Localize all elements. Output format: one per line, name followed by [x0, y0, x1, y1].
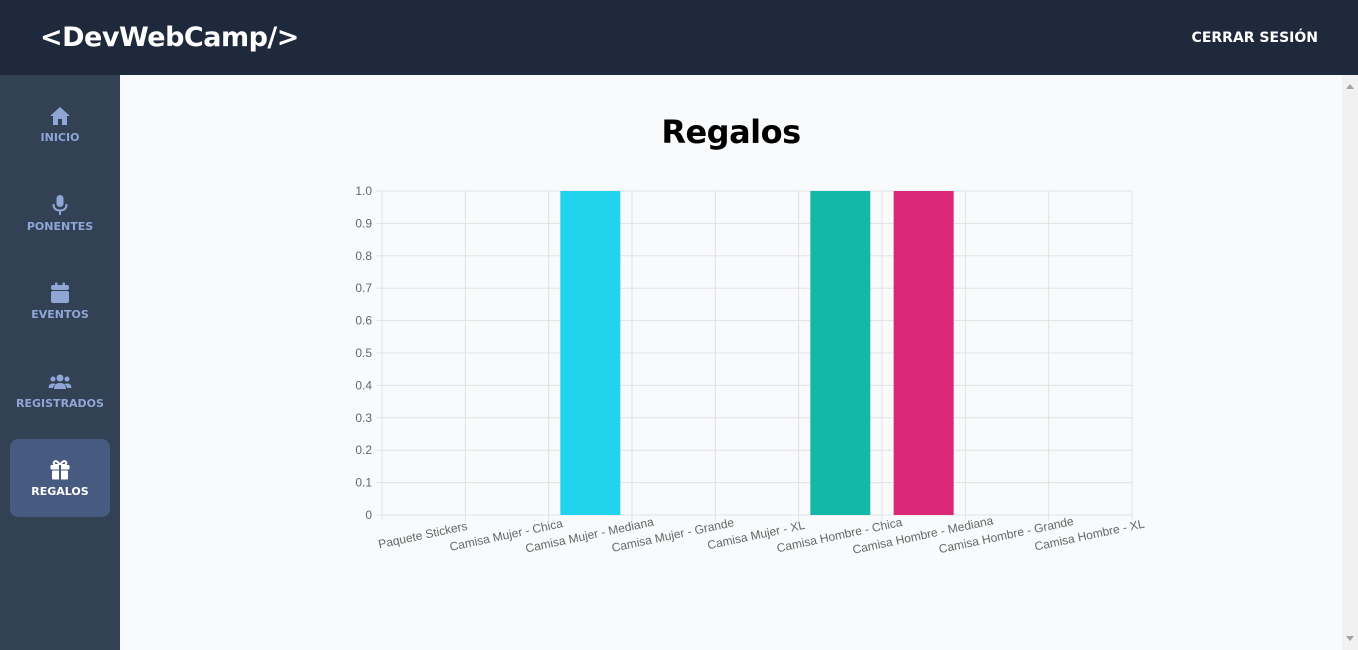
sidebar-item-ponentes[interactable]: PONENTES [10, 174, 110, 252]
sidebar-item-label: REGALOS [31, 485, 89, 498]
y-tick-label: 1.0 [355, 184, 372, 198]
logo[interactable]: <DevWebCamp/> [40, 22, 299, 53]
sidebar-item-label: PONENTES [26, 219, 94, 233]
sidebar-item-regalos[interactable]: REGALOS [10, 439, 110, 517]
y-tick-label: 0.2 [355, 443, 372, 457]
y-tick-label: 0.3 [355, 411, 372, 425]
sidebar: INICIO PONENTES EVENTOS REGISTRADOS [0, 75, 120, 650]
gift-icon [50, 460, 70, 480]
logout-link[interactable]: CERRAR SESIÓN [1191, 29, 1318, 46]
sidebar-item-label: EVENTOS [31, 308, 89, 321]
y-tick-label: 0.7 [355, 281, 372, 295]
sidebar-item-eventos[interactable]: EVENTOS [10, 262, 110, 340]
page-title: Regalos [661, 113, 801, 151]
sidebar-item-label: REGISTRADOS [16, 396, 104, 410]
scroll-down-arrow-icon[interactable] [1346, 636, 1354, 641]
top-header: <DevWebCamp/> CERRAR SESIÓN [0, 0, 1358, 75]
sidebar-item-label: INICIO [40, 131, 80, 144]
y-tick-label: 0.1 [355, 476, 372, 490]
bar [560, 191, 621, 515]
y-tick-label: 0.6 [355, 314, 372, 328]
y-tick-label: 0.4 [355, 378, 372, 392]
sidebar-item-inicio[interactable]: INICIO [10, 85, 110, 163]
calendar-icon [51, 282, 69, 303]
y-tick-label: 0.8 [355, 249, 372, 263]
gifts-bar-chart: 0 0.1 0.2 0.3 0.4 0.5 0.6 0.7 0.8 0.9 1.0 Paquete S… [320, 175, 1150, 575]
users-icon [48, 374, 72, 389]
main-content: Regalos 0 0.1 0.2 0.3 0.4 0.5 0.6 0.7 0.8 0.9 1.0 P… [120, 75, 1342, 650]
house-icon [50, 107, 70, 125]
scroll-up-arrow-icon[interactable] [1346, 84, 1354, 89]
bar [893, 191, 954, 515]
bar [810, 191, 871, 515]
sidebar-item-registrados[interactable]: REGISTRADOS [10, 351, 110, 429]
y-tick-label: 0.9 [355, 216, 372, 230]
vertical-scrollbar[interactable] [1342, 75, 1358, 650]
y-tick-label: 0 [365, 508, 372, 522]
y-tick-label: 0.5 [355, 346, 372, 360]
microphone-icon [52, 194, 68, 215]
